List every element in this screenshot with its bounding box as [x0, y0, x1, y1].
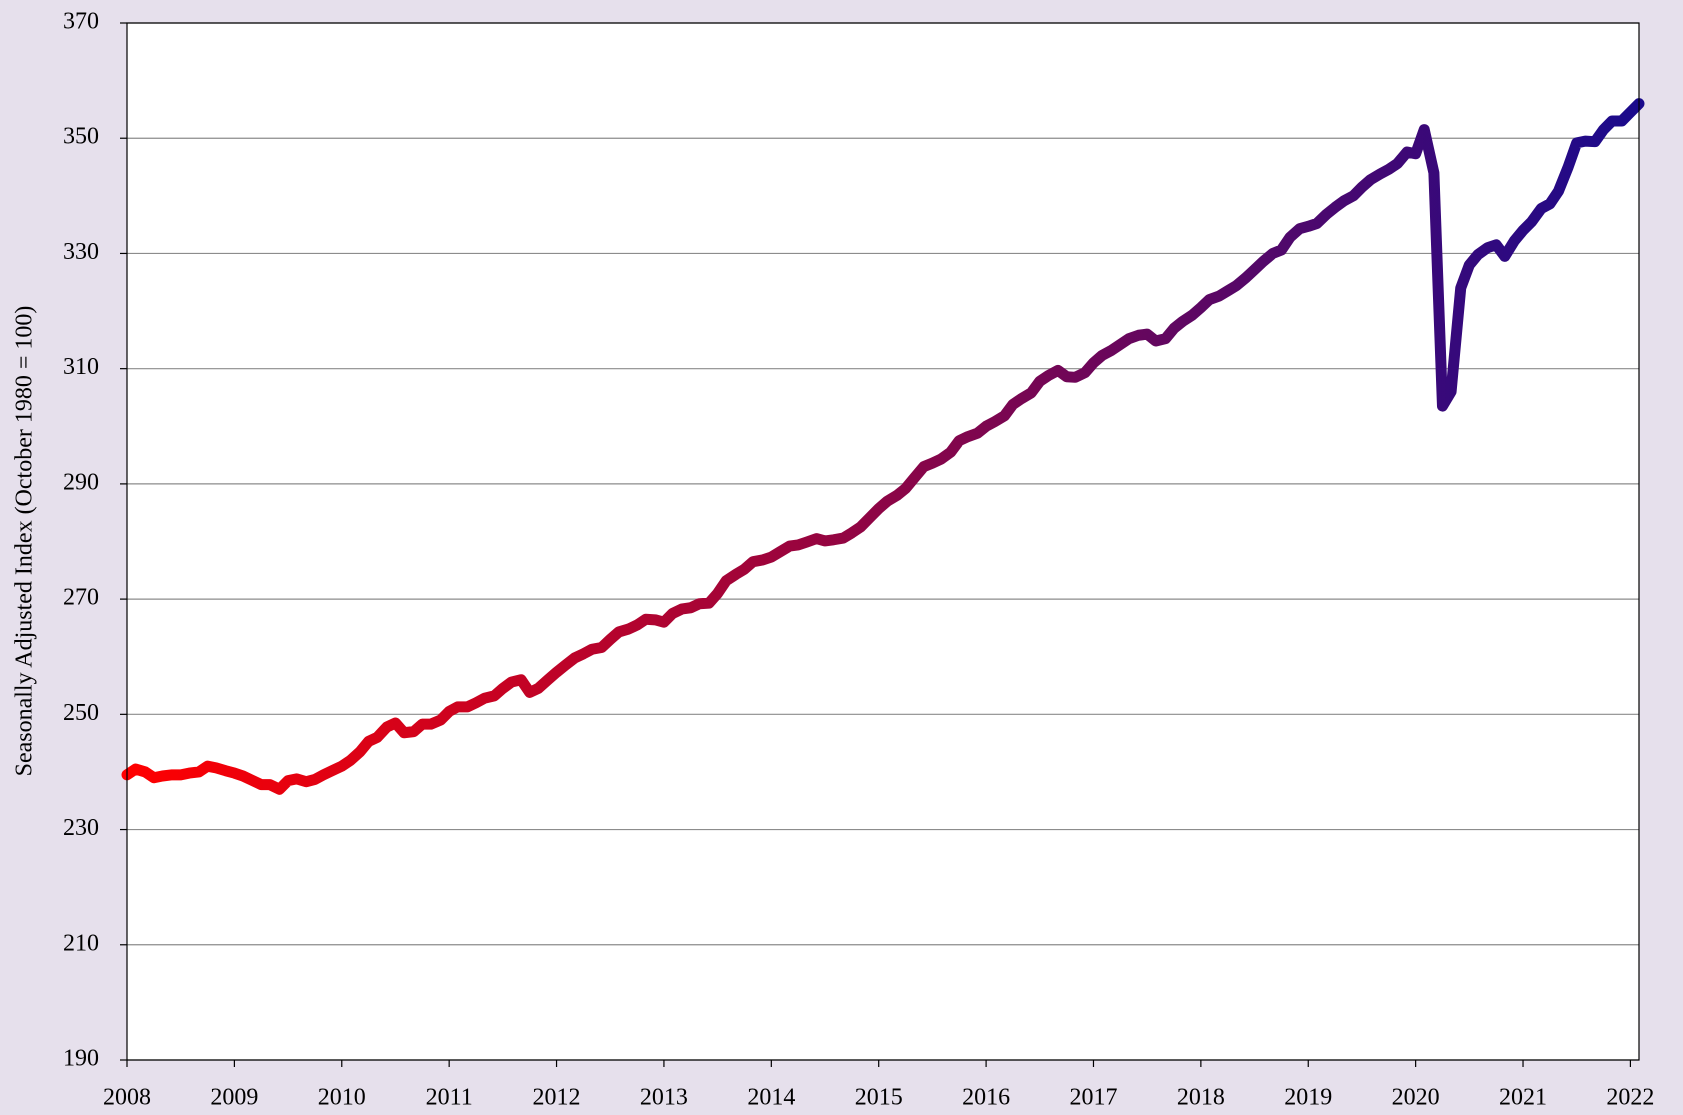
line [121, 98, 1645, 795]
y-tick-label: 190 [63, 1046, 99, 1072]
x-tick-label: 2013 [640, 1085, 688, 1111]
y-tick-label: 250 [63, 700, 99, 726]
y-tick-label: 350 [63, 124, 99, 150]
plot-frame [126, 22, 1640, 1061]
series [121, 98, 1645, 795]
x-tick-label: 2010 [318, 1085, 366, 1111]
x-tick-label: 2009 [210, 1085, 258, 1111]
plot-area [127, 23, 1639, 1060]
y-tick-label: 310 [63, 354, 99, 380]
y-tick-label: 330 [63, 239, 99, 265]
y-tick-label: 230 [63, 815, 99, 841]
y-tick-label: 290 [63, 469, 99, 495]
x-tick-label: 2015 [855, 1085, 903, 1111]
x-tick-label: 2016 [962, 1085, 1010, 1111]
x-tick-label: 2008 [103, 1085, 151, 1111]
x-tick-label: 2012 [533, 1085, 581, 1111]
x-tick-label: 2011 [426, 1085, 473, 1111]
y-tick-label: 270 [63, 585, 99, 611]
y-axis-title: Seasonally Adjusted Index (October 1980 … [12, 306, 38, 777]
y-tick-label: 210 [63, 930, 99, 956]
x-tick-label: 2020 [1392, 1085, 1440, 1111]
x-tick-label: 2018 [1177, 1085, 1225, 1111]
x-tick-label: 2019 [1284, 1085, 1332, 1111]
labels: 190 210 230 250 270 290 310 330 350 370 2008 2009 20… [63, 9, 1654, 1111]
x-tick-label: 2022 [1606, 1085, 1654, 1111]
x-tick-label: 2014 [747, 1085, 795, 1111]
x-tick-label: 2021 [1499, 1085, 1547, 1111]
x-tick-label: 2017 [1069, 1085, 1117, 1111]
y-tick-label: 370 [63, 9, 99, 35]
